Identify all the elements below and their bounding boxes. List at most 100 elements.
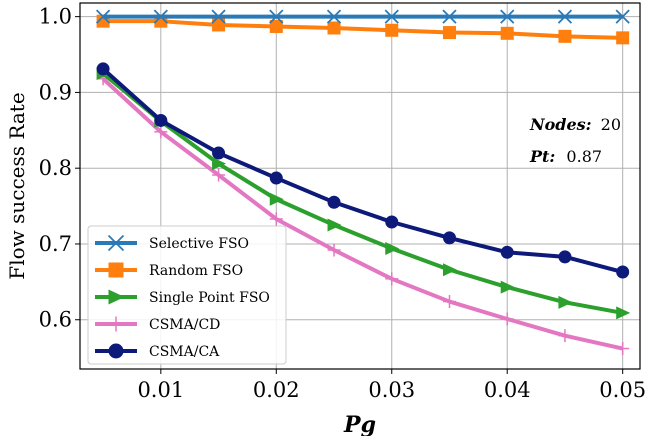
series-line (101, 77, 624, 351)
x-tick-label: 0.02 (253, 378, 300, 402)
data-point (211, 9, 226, 24)
data-point (327, 195, 341, 209)
data-point (385, 23, 399, 37)
x-axis-title: Pg (343, 412, 376, 436)
x-tick-label: 0.04 (484, 378, 531, 402)
data-point-stroke (557, 9, 573, 24)
legend-box (87, 225, 287, 365)
data-point (385, 242, 400, 256)
data-point (95, 9, 111, 24)
data-point (616, 31, 630, 45)
data-point (500, 26, 514, 40)
x-tick-label: 0.05 (599, 378, 646, 402)
data-point (327, 21, 341, 35)
svg-text:Nodes: 20: Nodes: 20 (529, 115, 621, 134)
plot-frame (79, 2, 641, 370)
data-point (442, 231, 456, 245)
annotation-pt-label: Pt: (529, 147, 555, 166)
data-point (558, 250, 572, 264)
legend-swatch-marker (107, 234, 125, 252)
data-point (558, 295, 573, 309)
data-point-stroke (326, 9, 342, 24)
data-point (616, 265, 630, 279)
legend-label: Random FSO (149, 263, 243, 279)
x-tick-label: 0.01 (137, 378, 184, 402)
data-point-stroke (153, 9, 168, 24)
data-point-stroke (384, 9, 399, 24)
data-point (327, 243, 341, 257)
data-point (500, 9, 515, 24)
annotation-nodes-label: Nodes: (529, 115, 592, 134)
ticks-layer: 0.01 0.02 0.03 0.04 0.05 0.6 0.7 0.8 0.9 1.0 (39, 5, 646, 402)
series-layer (95, 9, 631, 356)
data-point (384, 9, 399, 24)
data-point (616, 342, 630, 356)
data-point (557, 9, 573, 24)
annotation-pt-value: 0.87 (566, 147, 602, 166)
data-point (96, 62, 110, 76)
data-point (153, 9, 168, 24)
y-tick-label: 0.9 (39, 80, 72, 104)
legend-label: CSMA/CA (149, 344, 220, 360)
data-point-stroke (211, 9, 226, 24)
data-point-stroke (500, 9, 515, 24)
legend-item: Selective FSO (95, 234, 249, 252)
legend-swatch-marker-stroke (107, 234, 125, 252)
data-point-stroke (615, 9, 630, 24)
data-point (212, 18, 226, 32)
data-point (269, 171, 283, 185)
data-point (385, 272, 399, 286)
series-line (103, 19, 623, 40)
legend-swatch-marker (108, 289, 125, 305)
y-tick-label: 1.0 (39, 5, 72, 29)
data-point (269, 9, 284, 24)
y-tick-label: 0.6 (39, 308, 72, 332)
data-point (212, 146, 226, 160)
annotation-nodes-value: 20 (601, 115, 621, 134)
x-tick-label: 0.03 (368, 378, 415, 402)
data-point-stroke (442, 9, 457, 24)
y-tick-label: 0.8 (39, 156, 72, 180)
legend-item: CSMA/CA (95, 343, 220, 360)
data-point (327, 218, 342, 232)
data-point (154, 113, 168, 127)
data-point (212, 157, 227, 171)
annotation-pt: Pt: 0.87 (529, 147, 602, 166)
data-point (269, 19, 283, 33)
legend-item: Single Point FSO (95, 289, 270, 306)
legend-label: Single Point FSO (149, 290, 270, 306)
data-point (269, 192, 284, 206)
svg-text:Pt: 0.87: Pt: 0.87 (529, 147, 602, 166)
series-line (101, 71, 624, 315)
legend-label: Selective FSO (149, 236, 249, 252)
y-tick-label: 0.7 (39, 232, 72, 256)
data-point (442, 9, 457, 24)
data-point (442, 295, 456, 309)
data-point (385, 215, 399, 229)
legend-label: CSMA/CD (149, 317, 220, 333)
data-point (442, 263, 457, 277)
data-point (616, 306, 631, 320)
series-line (101, 67, 624, 274)
legend: Selective FSO Random FSO Single Point FSO C… (87, 225, 287, 365)
data-point (326, 9, 342, 24)
data-point (558, 29, 572, 43)
data-point-stroke (269, 9, 284, 24)
legend-swatch-marker (108, 343, 124, 359)
data-point (615, 9, 630, 24)
data-point (154, 125, 168, 139)
legend-item: Random FSO (95, 262, 243, 279)
data-point (500, 312, 514, 326)
legend-item: CSMA/CD (95, 316, 220, 333)
legend-swatch-marker (108, 316, 124, 332)
data-point (500, 280, 515, 294)
data-point (558, 329, 572, 343)
y-axis-title: Flow success Rate (5, 92, 29, 279)
legend-swatch-marker (108, 262, 124, 278)
data-point (442, 26, 456, 40)
data-point (500, 245, 514, 259)
data-point (212, 168, 226, 182)
data-point-stroke (95, 9, 111, 24)
data-point (269, 212, 283, 226)
